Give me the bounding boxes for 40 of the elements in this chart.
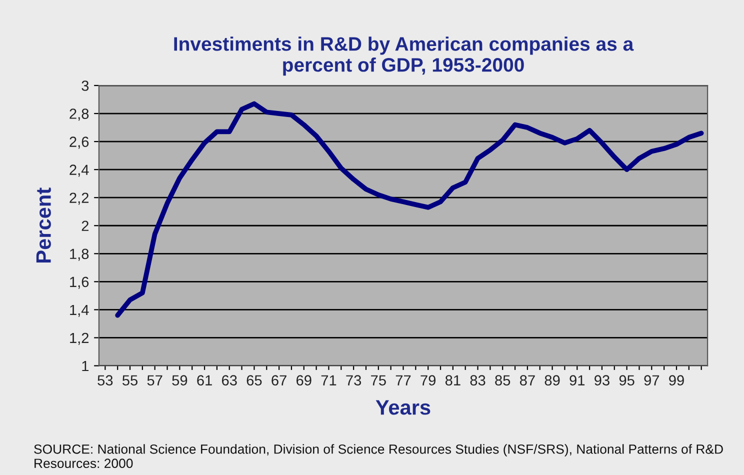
x-tick-label: 57 <box>147 375 162 386</box>
x-tick-label: 79 <box>420 375 436 386</box>
y-tick-label: 2,8 <box>70 108 89 121</box>
x-tick-label: 91 <box>570 375 585 386</box>
x-tick-label: 73 <box>346 375 362 386</box>
x-tick-label: 55 <box>122 375 138 386</box>
y-tick-label: 2,6 <box>70 136 89 149</box>
x-tick-label: 89 <box>544 375 560 386</box>
y-axis-title: Percent <box>36 188 51 262</box>
x-tick-label: 87 <box>520 375 535 386</box>
x-tick-label: 71 <box>321 375 336 386</box>
x-tick-label: 69 <box>296 375 312 386</box>
x-tick-label: 53 <box>98 375 113 386</box>
y-tick-label: 1,4 <box>70 304 89 317</box>
y-tick-label: 1,8 <box>70 248 89 261</box>
source-note: SOURCE: National Science Foundation, Division of Science Resources Studies (NSF/SRS), National Patterns of R&D Resources: 2000 <box>34 444 723 468</box>
x-tick-label: 93 <box>594 375 610 386</box>
y-tick-label: 3 <box>82 80 89 91</box>
x-tick-label: 77 <box>396 375 411 386</box>
x-tick-label: 83 <box>470 375 486 386</box>
x-axis-title: Years <box>376 400 430 415</box>
x-tick-label: 97 <box>644 375 660 386</box>
x-tick-label: 85 <box>495 375 510 386</box>
y-tick-label: 2,2 <box>70 192 88 205</box>
x-tick-label: 63 <box>222 375 237 386</box>
x-tick-label: 95 <box>619 375 634 386</box>
chart-title: Investiments in R&D by American companies as a percent of GDP, 1953-2000 <box>174 36 634 76</box>
line-series <box>115 101 704 318</box>
x-tick-label: 65 <box>246 375 262 386</box>
y-tick-label: 2,4 <box>70 164 89 177</box>
x-tick-label: 61 <box>197 375 212 386</box>
y-tick-label: 1,6 <box>70 276 89 289</box>
x-tick-label: 59 <box>172 375 188 386</box>
x-tick-label: 75 <box>371 375 386 386</box>
y-tick-label: 2 <box>82 220 88 231</box>
x-tick-label: 67 <box>272 375 286 386</box>
x-tick-label: 81 <box>445 375 460 386</box>
y-tick-label: 1,2 <box>70 332 88 345</box>
y-tick-label: 1 <box>82 361 89 372</box>
x-tick-label: 99 <box>669 375 684 386</box>
